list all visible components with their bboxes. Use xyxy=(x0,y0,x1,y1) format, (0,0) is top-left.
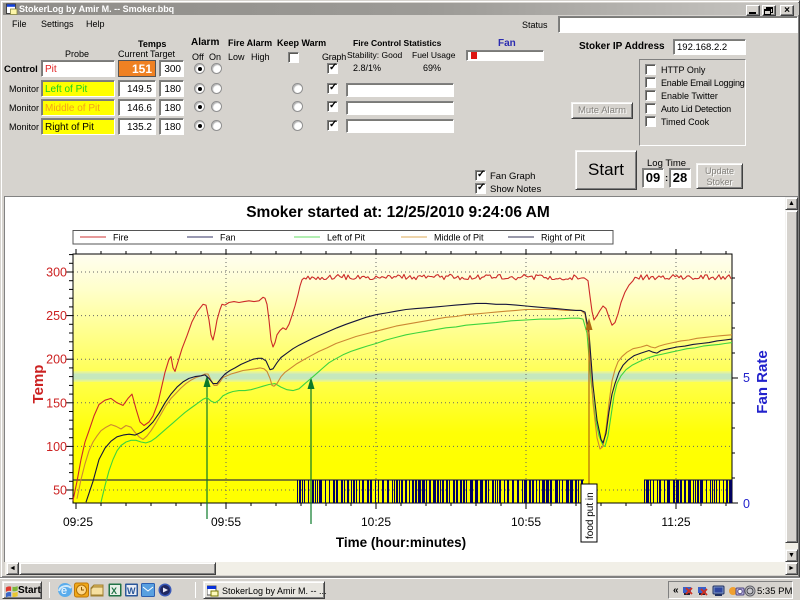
svg-text:10:25: 10:25 xyxy=(361,515,391,529)
svg-text:Temp: Temp xyxy=(30,365,47,404)
svg-text:e: e xyxy=(61,585,67,597)
svg-text:5: 5 xyxy=(743,371,750,385)
svg-text:150: 150 xyxy=(46,396,67,410)
svg-text:50: 50 xyxy=(53,484,67,498)
svg-text:200: 200 xyxy=(46,353,67,367)
svg-text:X: X xyxy=(111,586,117,596)
svg-text:0: 0 xyxy=(743,497,750,511)
svg-text:100: 100 xyxy=(46,440,67,454)
svg-text:Middle of Pit: Middle of Pit xyxy=(434,233,484,243)
svg-text:300: 300 xyxy=(46,266,67,280)
svg-text:food put in: food put in xyxy=(585,492,596,539)
svg-text:250: 250 xyxy=(46,309,67,323)
svg-text:Fan Rate: Fan Rate xyxy=(754,350,771,413)
svg-text:09:55: 09:55 xyxy=(211,515,241,529)
svg-text:Fan: Fan xyxy=(220,233,236,243)
svg-text:Fire: Fire xyxy=(113,233,129,243)
svg-text:Right of Pit: Right of Pit xyxy=(541,233,586,243)
svg-text:Left of Pit: Left of Pit xyxy=(327,233,366,243)
svg-text:Time (hour:minutes): Time (hour:minutes) xyxy=(336,535,466,550)
svg-text:10:55: 10:55 xyxy=(511,515,541,529)
svg-text:11:25: 11:25 xyxy=(661,515,690,529)
svg-text:W: W xyxy=(127,586,136,596)
svg-text:09:25: 09:25 xyxy=(63,515,93,529)
svg-text:Smoker started at: 12/25/2010: Smoker started at: 12/25/2010 9:24:06 AM xyxy=(246,204,550,221)
